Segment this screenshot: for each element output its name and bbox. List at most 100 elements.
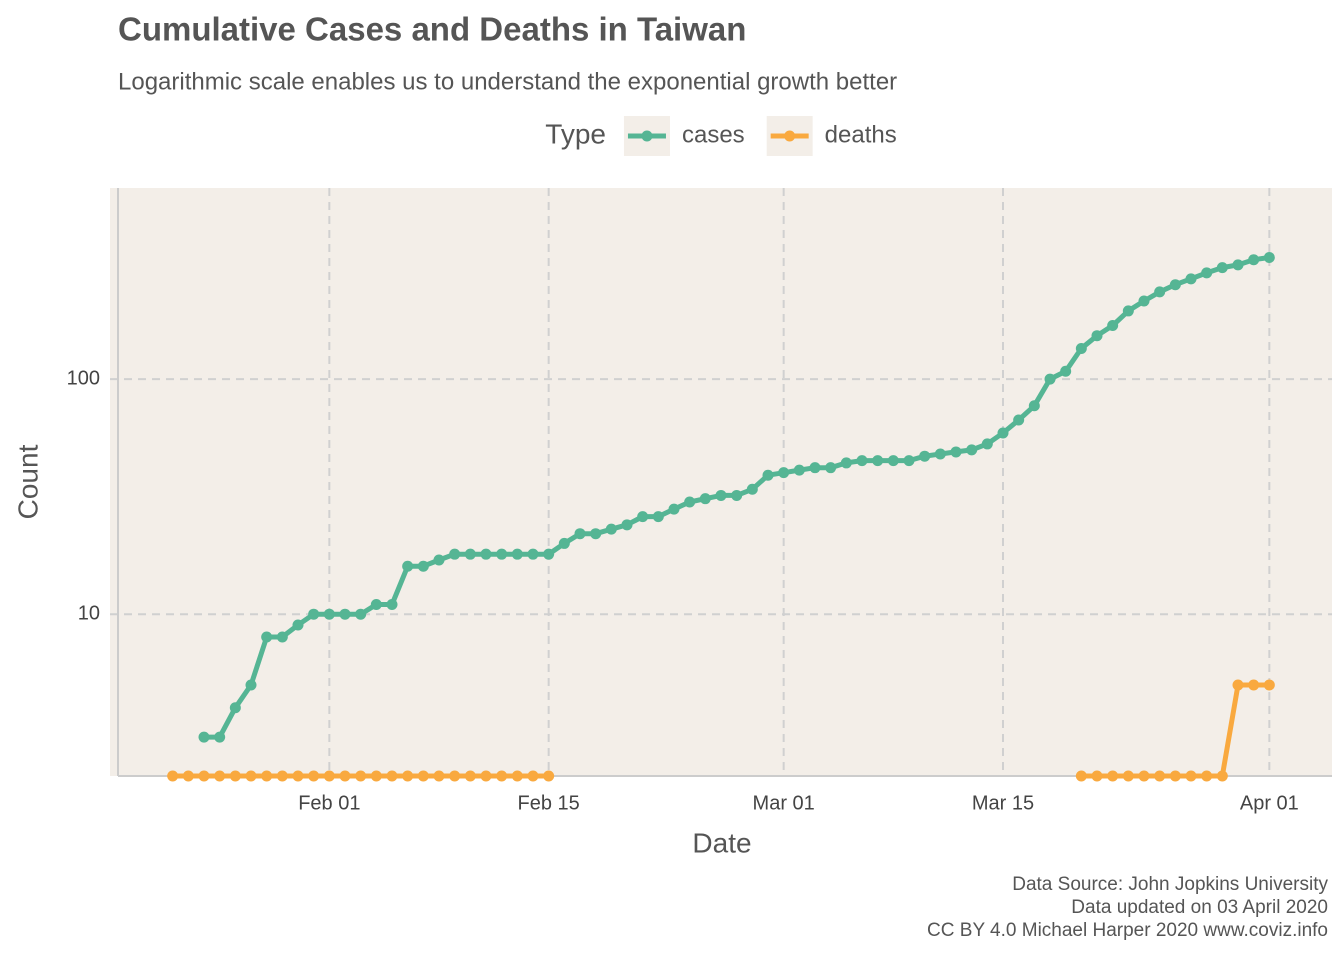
data-point	[1185, 770, 1197, 782]
data-point	[1138, 295, 1150, 307]
data-point	[292, 619, 304, 631]
data-point	[417, 770, 429, 782]
data-point	[433, 770, 445, 782]
data-point	[386, 770, 398, 782]
data-point	[417, 560, 429, 572]
caption: Data updated on 03 April 2020	[1071, 897, 1328, 918]
legend-label: deaths	[825, 121, 897, 148]
data-point	[715, 489, 727, 501]
x-tick-label: Apr 01	[1240, 792, 1299, 814]
data-point	[1216, 770, 1228, 782]
data-point	[950, 446, 962, 458]
data-point	[699, 493, 711, 505]
data-point	[605, 523, 617, 535]
plot-panel	[110, 188, 1332, 776]
data-point	[355, 608, 367, 620]
data-point	[511, 548, 523, 560]
data-point	[887, 455, 899, 467]
legend-key-dot	[784, 130, 796, 142]
data-point	[214, 770, 226, 782]
data-point	[1263, 679, 1275, 691]
data-point	[1013, 414, 1025, 426]
data-point	[872, 455, 884, 467]
chart-title: Cumulative Cases and Deaths in Taiwan	[118, 11, 746, 48]
caption: Data Source: John Jopkins University	[1012, 874, 1328, 895]
y-axis-title: Count	[12, 444, 43, 519]
data-point	[919, 450, 931, 462]
data-point	[1248, 254, 1260, 266]
data-point	[1154, 286, 1166, 298]
data-point	[558, 537, 570, 549]
data-point	[746, 483, 758, 495]
data-point	[308, 770, 320, 782]
data-point	[449, 770, 461, 782]
data-point	[1201, 267, 1213, 279]
data-point	[355, 770, 367, 782]
data-point	[934, 448, 946, 460]
data-point	[1185, 273, 1197, 285]
data-point	[1122, 770, 1134, 782]
data-point	[1154, 770, 1166, 782]
data-point	[1091, 330, 1103, 342]
data-point	[323, 770, 335, 782]
data-point	[856, 455, 868, 467]
data-point	[339, 608, 351, 620]
data-point	[402, 770, 414, 782]
legend-label: cases	[682, 121, 745, 148]
x-tick-label: Mar 15	[972, 792, 1034, 814]
data-point	[464, 548, 476, 560]
x-tick-label: Feb 15	[518, 792, 580, 814]
data-point	[903, 455, 915, 467]
data-point	[1169, 770, 1181, 782]
data-point	[762, 469, 774, 481]
data-point	[402, 560, 414, 572]
data-point	[981, 438, 993, 450]
data-point	[997, 427, 1009, 439]
data-point	[1216, 262, 1228, 274]
data-point	[276, 770, 288, 782]
data-point	[245, 679, 257, 691]
data-point	[840, 457, 852, 469]
legend-key-dot	[641, 130, 653, 142]
data-point	[684, 496, 696, 508]
data-point	[1232, 679, 1244, 691]
y-tick-label: 10	[78, 602, 100, 624]
data-point	[496, 770, 508, 782]
data-point	[966, 444, 978, 456]
data-point	[793, 464, 805, 476]
data-point	[621, 519, 633, 531]
data-point	[370, 598, 382, 610]
data-point	[527, 548, 539, 560]
data-point	[1201, 770, 1213, 782]
legend: Type cases deaths	[545, 116, 897, 156]
data-point	[245, 770, 257, 782]
data-point	[261, 631, 273, 643]
data-point	[370, 770, 382, 782]
legend-title: Type	[545, 118, 606, 149]
data-point	[308, 608, 320, 620]
x-tick-label: Feb 01	[298, 792, 360, 814]
x-axis-title: Date	[692, 827, 751, 858]
data-point	[198, 770, 210, 782]
data-point	[652, 511, 664, 523]
data-point	[731, 489, 743, 501]
data-point	[1060, 365, 1072, 377]
data-point	[449, 548, 461, 560]
data-point	[496, 548, 508, 560]
data-point	[292, 770, 304, 782]
data-point	[433, 554, 445, 566]
data-point	[1122, 305, 1134, 317]
data-point	[1075, 342, 1087, 354]
data-point	[1028, 400, 1040, 412]
data-point	[276, 631, 288, 643]
data-point	[167, 770, 179, 782]
data-point	[1075, 770, 1087, 782]
data-point	[229, 770, 241, 782]
data-point	[543, 548, 555, 560]
data-point	[527, 770, 539, 782]
y-tick-label: 100	[67, 367, 100, 389]
data-point	[574, 528, 586, 540]
data-point	[480, 770, 492, 782]
data-point	[464, 770, 476, 782]
